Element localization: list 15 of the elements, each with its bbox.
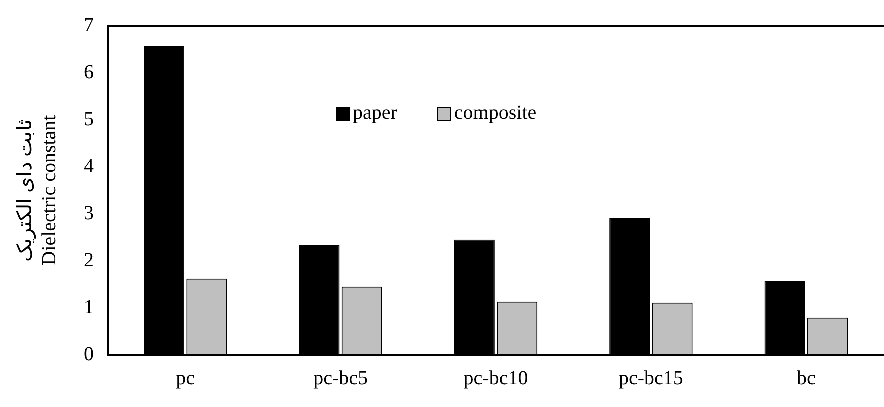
y-tick-label: 4 — [84, 155, 94, 178]
y-tick-label: 5 — [84, 108, 94, 130]
x-tick-label: pc-bc15 — [618, 367, 684, 390]
x-tick-label: pc-bc10 — [464, 367, 528, 390]
y-tick-label: 7 — [84, 14, 94, 36]
y-tick-label: 3 — [84, 202, 94, 224]
y-tick-label: 1 — [84, 296, 94, 318]
x-tick-label: pc-bc5 — [314, 367, 368, 390]
y-tick-label: 0 — [84, 343, 94, 366]
y-tick-label: 2 — [84, 249, 94, 272]
legend-label: composite — [454, 102, 537, 125]
x-tick-label: pc — [176, 367, 196, 390]
y-tick-label: 6 — [84, 61, 94, 84]
legend-label: paper — [353, 102, 398, 125]
x-tick-label: bc — [796, 367, 816, 390]
